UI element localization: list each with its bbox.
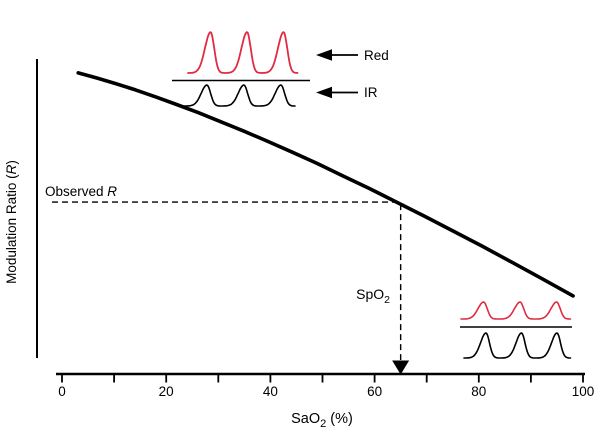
red-waveform-label: Red xyxy=(364,48,389,63)
top-inset-red-waveform xyxy=(187,31,299,74)
x-tick-label-80: 80 xyxy=(471,384,486,399)
y-axis-title: Modulation Ratio (R) xyxy=(4,160,19,284)
x-tick-label-20: 20 xyxy=(159,384,174,399)
bottom-inset-red-waveform xyxy=(460,301,572,320)
calibration-curve xyxy=(76,71,575,298)
spo2-down-arrow-icon xyxy=(392,360,410,375)
ir-waveform-label: IR xyxy=(364,85,378,100)
spo2-label: SpO2 xyxy=(356,286,390,306)
x-tick-label-0: 0 xyxy=(58,384,66,399)
x-tick-label-40: 40 xyxy=(263,384,278,399)
ir-label-left-arrow-icon xyxy=(316,86,332,99)
bottom-inset-ir-waveform xyxy=(463,332,572,359)
x-axis-title: SaO2 (%) xyxy=(291,411,353,430)
red-label-left-arrow-icon xyxy=(316,49,332,61)
top-inset-ir-waveform xyxy=(183,84,296,107)
observed-r-label: Observed R xyxy=(45,184,117,199)
chart-draw-layer: Observed R SpO2 SaO2 (%) Modulation Ratio (… xyxy=(4,31,585,430)
x-tick-label-60: 60 xyxy=(367,384,382,399)
x-tick-label-100: 100 xyxy=(572,384,595,399)
